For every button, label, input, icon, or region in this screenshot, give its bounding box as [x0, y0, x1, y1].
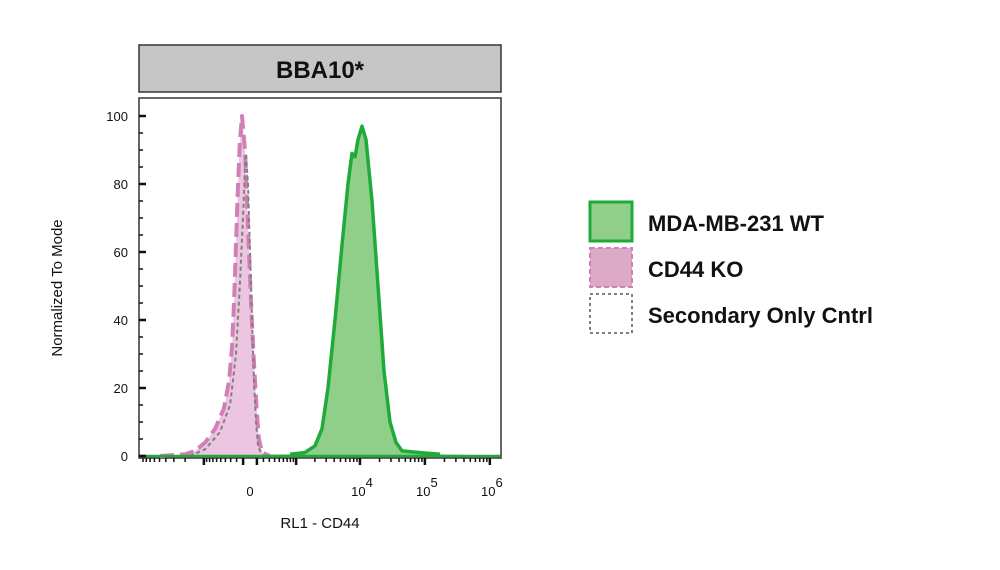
y-tick-label: 80 [114, 177, 128, 192]
y-axis-label: Normalized To Mode [49, 219, 66, 356]
plot-area [138, 97, 502, 459]
panel-title-box [138, 44, 502, 93]
legend-label-2: Secondary Only Cntrl [648, 303, 873, 328]
y-tick-label: 100 [106, 109, 128, 124]
y-tick-label: 40 [114, 313, 128, 328]
x-tick-base: 10 [481, 484, 495, 499]
x-tick-label: 105 [416, 475, 438, 499]
x-tick-exponent: 4 [366, 475, 373, 490]
y-tick-label: 60 [114, 245, 128, 260]
x-tick-base: 10 [416, 484, 430, 499]
chart-title: BBA10* [276, 57, 365, 84]
series-line-2 [189, 152, 264, 457]
x-tick-base: 10 [351, 484, 365, 499]
y-tick-label: 0 [121, 449, 128, 464]
y-tick-label: 20 [114, 381, 128, 396]
x-tick-label: 0 [246, 484, 253, 499]
y-axis: 0 20 40 60 80 100 [106, 109, 146, 464]
x-tick-label: 104 [351, 475, 373, 499]
legend-label-1: CD44 KO [648, 257, 743, 282]
x-tick-base: 0 [246, 484, 253, 499]
x-tick-exponent: 5 [431, 475, 438, 490]
legend: MDA-MB-231 WT CD44 KO Secondary Only Cntrl [588, 200, 873, 334]
x-axis-label: RL1 - CD44 [280, 515, 359, 532]
series-line-1 [159, 114, 271, 458]
legend-swatch-1 [589, 247, 633, 288]
legend-label-0: MDA-MB-231 WT [648, 211, 825, 236]
series-line-0 [289, 124, 441, 457]
legend-swatch-0 [588, 200, 634, 243]
series-group [140, 114, 500, 458]
x-tick-label: 106 [481, 475, 503, 499]
x-tick-exponent: 6 [495, 475, 502, 490]
legend-swatch-2 [589, 293, 633, 334]
